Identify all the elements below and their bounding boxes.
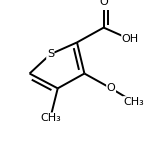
Text: OH: OH: [122, 34, 139, 44]
Text: O: O: [99, 0, 108, 7]
Text: S: S: [47, 49, 54, 59]
Text: O: O: [107, 83, 116, 93]
Text: CH₃: CH₃: [123, 97, 144, 107]
Text: CH₃: CH₃: [40, 113, 61, 123]
